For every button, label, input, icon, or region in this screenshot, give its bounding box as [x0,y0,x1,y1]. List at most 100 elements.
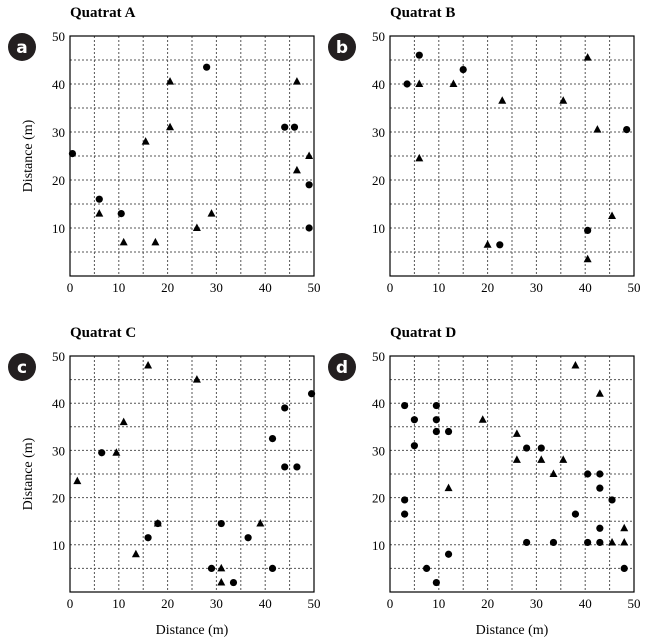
y-tick-label: 20 [372,173,385,188]
data-point-triangle [583,254,592,263]
y-tick-label: 30 [52,443,65,458]
x-tick-label: 40 [579,280,592,295]
data-point-circle [432,427,440,436]
x-tick-label: 10 [432,280,445,295]
data-point-circle [95,195,103,203]
y-tick-label: 30 [52,125,65,140]
data-point-triangle [144,360,153,369]
x-tick-label: 10 [112,596,125,611]
data-point-circle [432,416,440,424]
x-tick-label: 10 [112,280,125,295]
x-tick-label: 10 [432,596,445,611]
data-point-circle [268,564,277,573]
data-point-circle [537,444,545,452]
panel-d: Quatrat D d 0 10 20 30 40 50 10 20 30 40 50 Distance … [328,325,641,638]
data-point-triangle [217,563,226,572]
y-tick-label: 40 [372,77,385,92]
data-point-circle [549,538,558,547]
y-tick-label: 50 [52,349,65,364]
y-tick-label: 50 [372,349,385,364]
y-axis-label: Distance (m) [21,437,36,510]
x-tick-label: 0 [387,280,394,295]
data-point-circle [432,578,440,587]
data-point-triangle [151,237,160,246]
y-tick-label: 20 [52,173,65,188]
data-point-triangle [292,77,301,85]
panel-title: Quatrat C [70,325,136,341]
data-point-circle [584,470,592,478]
data-point-triangle [620,523,629,532]
x-tick-label: 30 [530,596,543,611]
data-point-circle [401,401,409,410]
y-tick-label: 30 [372,443,385,458]
y-tick-label: 40 [372,396,385,411]
panel-badge-letter: b [336,38,348,58]
x-tick-label: 50 [628,596,641,611]
data-point-circle [596,524,604,532]
data-point-triangle [415,79,424,87]
data-point-triangle [415,153,424,162]
x-tick-label: 0 [67,596,74,611]
data-point-circle [281,463,289,471]
data-point-circle [571,510,580,518]
panel-b: Quatrat B b 0 10 20 30 40 50 10 20 30 40 50 [328,5,641,295]
data-point-circle [244,534,252,542]
y-tick-label: 20 [52,491,65,506]
data-point-triangle [192,223,201,231]
data-point-circle [144,534,152,542]
data-point-circle [584,226,592,234]
panel-badge [328,353,356,381]
data-point-circle [620,564,628,573]
data-point-circle [596,484,604,492]
data-point-circle [401,510,409,518]
y-tick-label: 10 [52,538,65,553]
data-point-circle [623,126,631,134]
data-point-triangle [119,237,128,246]
data-point-circle [423,564,431,573]
data-point-triangle [512,455,521,463]
data-point-triangle [512,429,521,437]
data-point-circle [293,463,301,471]
data-point-triangle [583,53,592,61]
data-point-circle [523,538,531,547]
data-point-circle [444,550,453,558]
y-tick-label: 40 [52,77,65,92]
x-tick-label: 50 [308,280,321,295]
x-tick-label: 20 [481,280,494,295]
y-tick-label: 10 [52,221,65,236]
data-point-triangle [559,96,568,104]
panel-title: Quatrat A [70,5,136,21]
x-tick-label: 30 [210,596,223,611]
data-point-circle [281,123,289,131]
data-point-circle [596,470,604,478]
data-point-triangle [498,96,507,104]
data-point-triangle [166,77,175,85]
panel-badge [328,33,356,61]
x-tick-label: 30 [530,280,543,295]
plot-frame [69,355,315,593]
panel-c: Quatrat C c 0 10 20 30 40 50 10 20 30 40 50 Distance … [8,325,321,638]
y-tick-label: 20 [372,491,385,506]
data-point-circle [403,80,411,88]
data-point-triangle [217,578,226,586]
data-point-circle [410,442,418,450]
data-point-triangle [141,137,150,145]
y-tick-label: 10 [372,538,385,553]
y-tick-label: 50 [52,29,65,44]
plot-frame [389,35,635,277]
data-point-circle [432,401,440,410]
data-point-circle [496,241,504,249]
panel-badge-letter: a [16,38,27,58]
data-point-triangle [166,122,175,131]
data-point-triangle [595,389,604,397]
y-tick-label: 50 [372,29,385,44]
x-tick-label: 50 [628,280,641,295]
data-point-triangle [620,537,629,546]
data-point-circle [523,444,531,452]
data-point-circle [608,496,616,504]
panel-badge [8,353,36,381]
data-point-triangle [112,448,121,456]
data-point-triangle [549,469,558,477]
data-point-circle [281,404,289,412]
